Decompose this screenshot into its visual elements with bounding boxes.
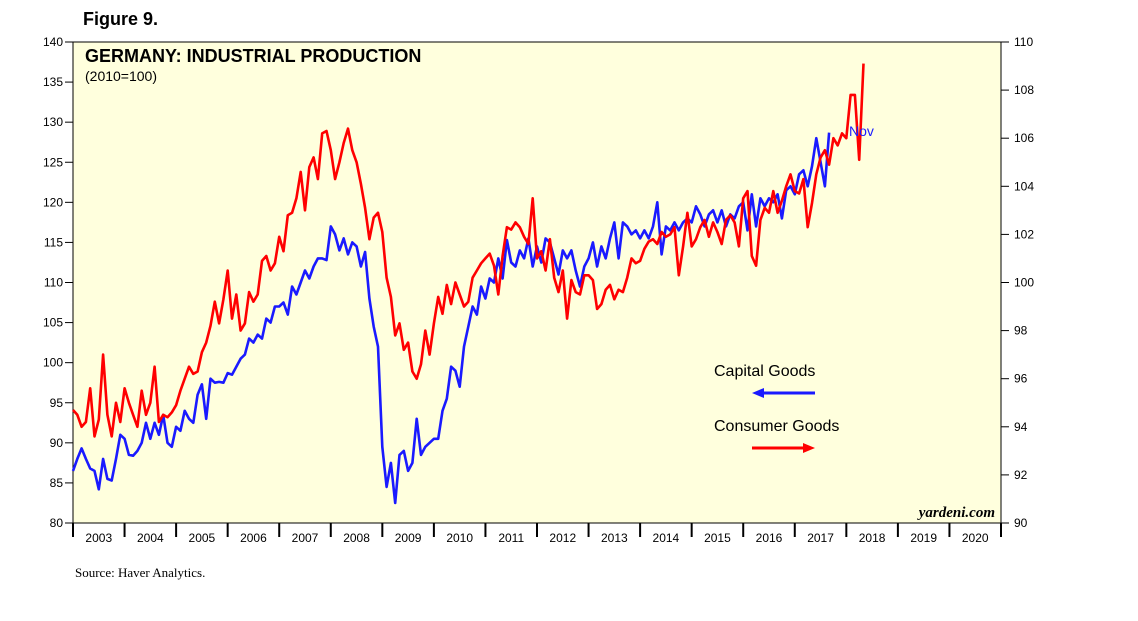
legend-capital-label: Capital Goods — [714, 363, 815, 380]
right-tick-label: 104 — [1014, 179, 1034, 193]
right-tick-label: 90 — [1014, 516, 1028, 530]
left-tick-label: 135 — [43, 75, 63, 89]
right-tick-label: 92 — [1014, 468, 1028, 482]
right-tick-label: 94 — [1014, 420, 1028, 434]
x-tick-label: 2018 — [859, 531, 886, 545]
chart-title: GERMANY: INDUSTRIAL PRODUCTION — [85, 46, 421, 66]
x-tick-label: 2015 — [704, 531, 731, 545]
left-tick-label: 130 — [43, 115, 63, 129]
x-tick-label: 2007 — [292, 531, 319, 545]
x-tick-label: 2008 — [343, 531, 370, 545]
right-axis: 90 92 94 96 98 100 102 104 106 108 110 — [1001, 35, 1034, 530]
x-tick-label: 2012 — [549, 531, 576, 545]
x-tick-label: 2010 — [446, 531, 473, 545]
left-tick-label: 140 — [43, 35, 63, 49]
x-tick-label: 2020 — [962, 531, 989, 545]
source-note: Source: Haver Analytics. — [75, 565, 206, 580]
x-tick-label: 2011 — [498, 531, 524, 545]
right-tick-label: 102 — [1014, 227, 1034, 241]
right-tick-label: 110 — [1014, 35, 1033, 49]
x-tick-label: 2014 — [653, 531, 680, 545]
chart-subtitle: (2010=100) — [85, 68, 157, 84]
legend-consumer-arrow — [752, 443, 815, 453]
x-tick-label: 2003 — [85, 531, 112, 545]
left-tick-label: 80 — [50, 516, 64, 530]
left-tick-label: 105 — [43, 316, 63, 330]
consumer-goods-line — [72, 63, 865, 438]
x-tick-label: 2013 — [601, 531, 628, 545]
right-tick-label: 106 — [1014, 131, 1034, 145]
legend-consumer-label: Consumer Goods — [714, 418, 839, 435]
left-tick-label: 125 — [43, 155, 63, 169]
left-axis: 80 85 90 95 100 105 110 115 120 125 130 135 140 — [43, 35, 73, 530]
right-tick-label: 108 — [1014, 83, 1034, 97]
left-tick-label: 120 — [43, 195, 63, 209]
x-tick-label: 2016 — [756, 531, 783, 545]
right-tick-label: 96 — [1014, 372, 1028, 386]
x-tick-label: 2009 — [395, 531, 422, 545]
left-tick-label: 95 — [50, 396, 64, 410]
x-tick-label: 2006 — [240, 531, 267, 545]
legend-capital-arrow — [752, 388, 815, 398]
x-tick-label: 2004 — [137, 531, 164, 545]
series-layer — [71, 63, 865, 505]
right-tick-label: 98 — [1014, 324, 1028, 338]
left-tick-label: 110 — [44, 276, 63, 290]
right-tick-label: 100 — [1014, 276, 1034, 290]
x-tick-label: 2005 — [189, 531, 216, 545]
x-tick-label: 2019 — [910, 531, 937, 545]
left-tick-label: 115 — [44, 235, 63, 249]
left-tick-label: 100 — [43, 356, 63, 370]
left-tick-label: 85 — [50, 476, 64, 490]
x-tick-label: 2017 — [807, 531, 834, 545]
figure-label: Figure 9. — [83, 9, 159, 29]
x-axis: 2003 2004 2005 2006 2007 2008 2009 2010 2011 2012… — [72, 523, 1002, 545]
left-tick-label: 90 — [50, 436, 64, 450]
watermark: yardeni.com — [917, 505, 995, 521]
nov-annotation: Nov — [849, 123, 874, 139]
